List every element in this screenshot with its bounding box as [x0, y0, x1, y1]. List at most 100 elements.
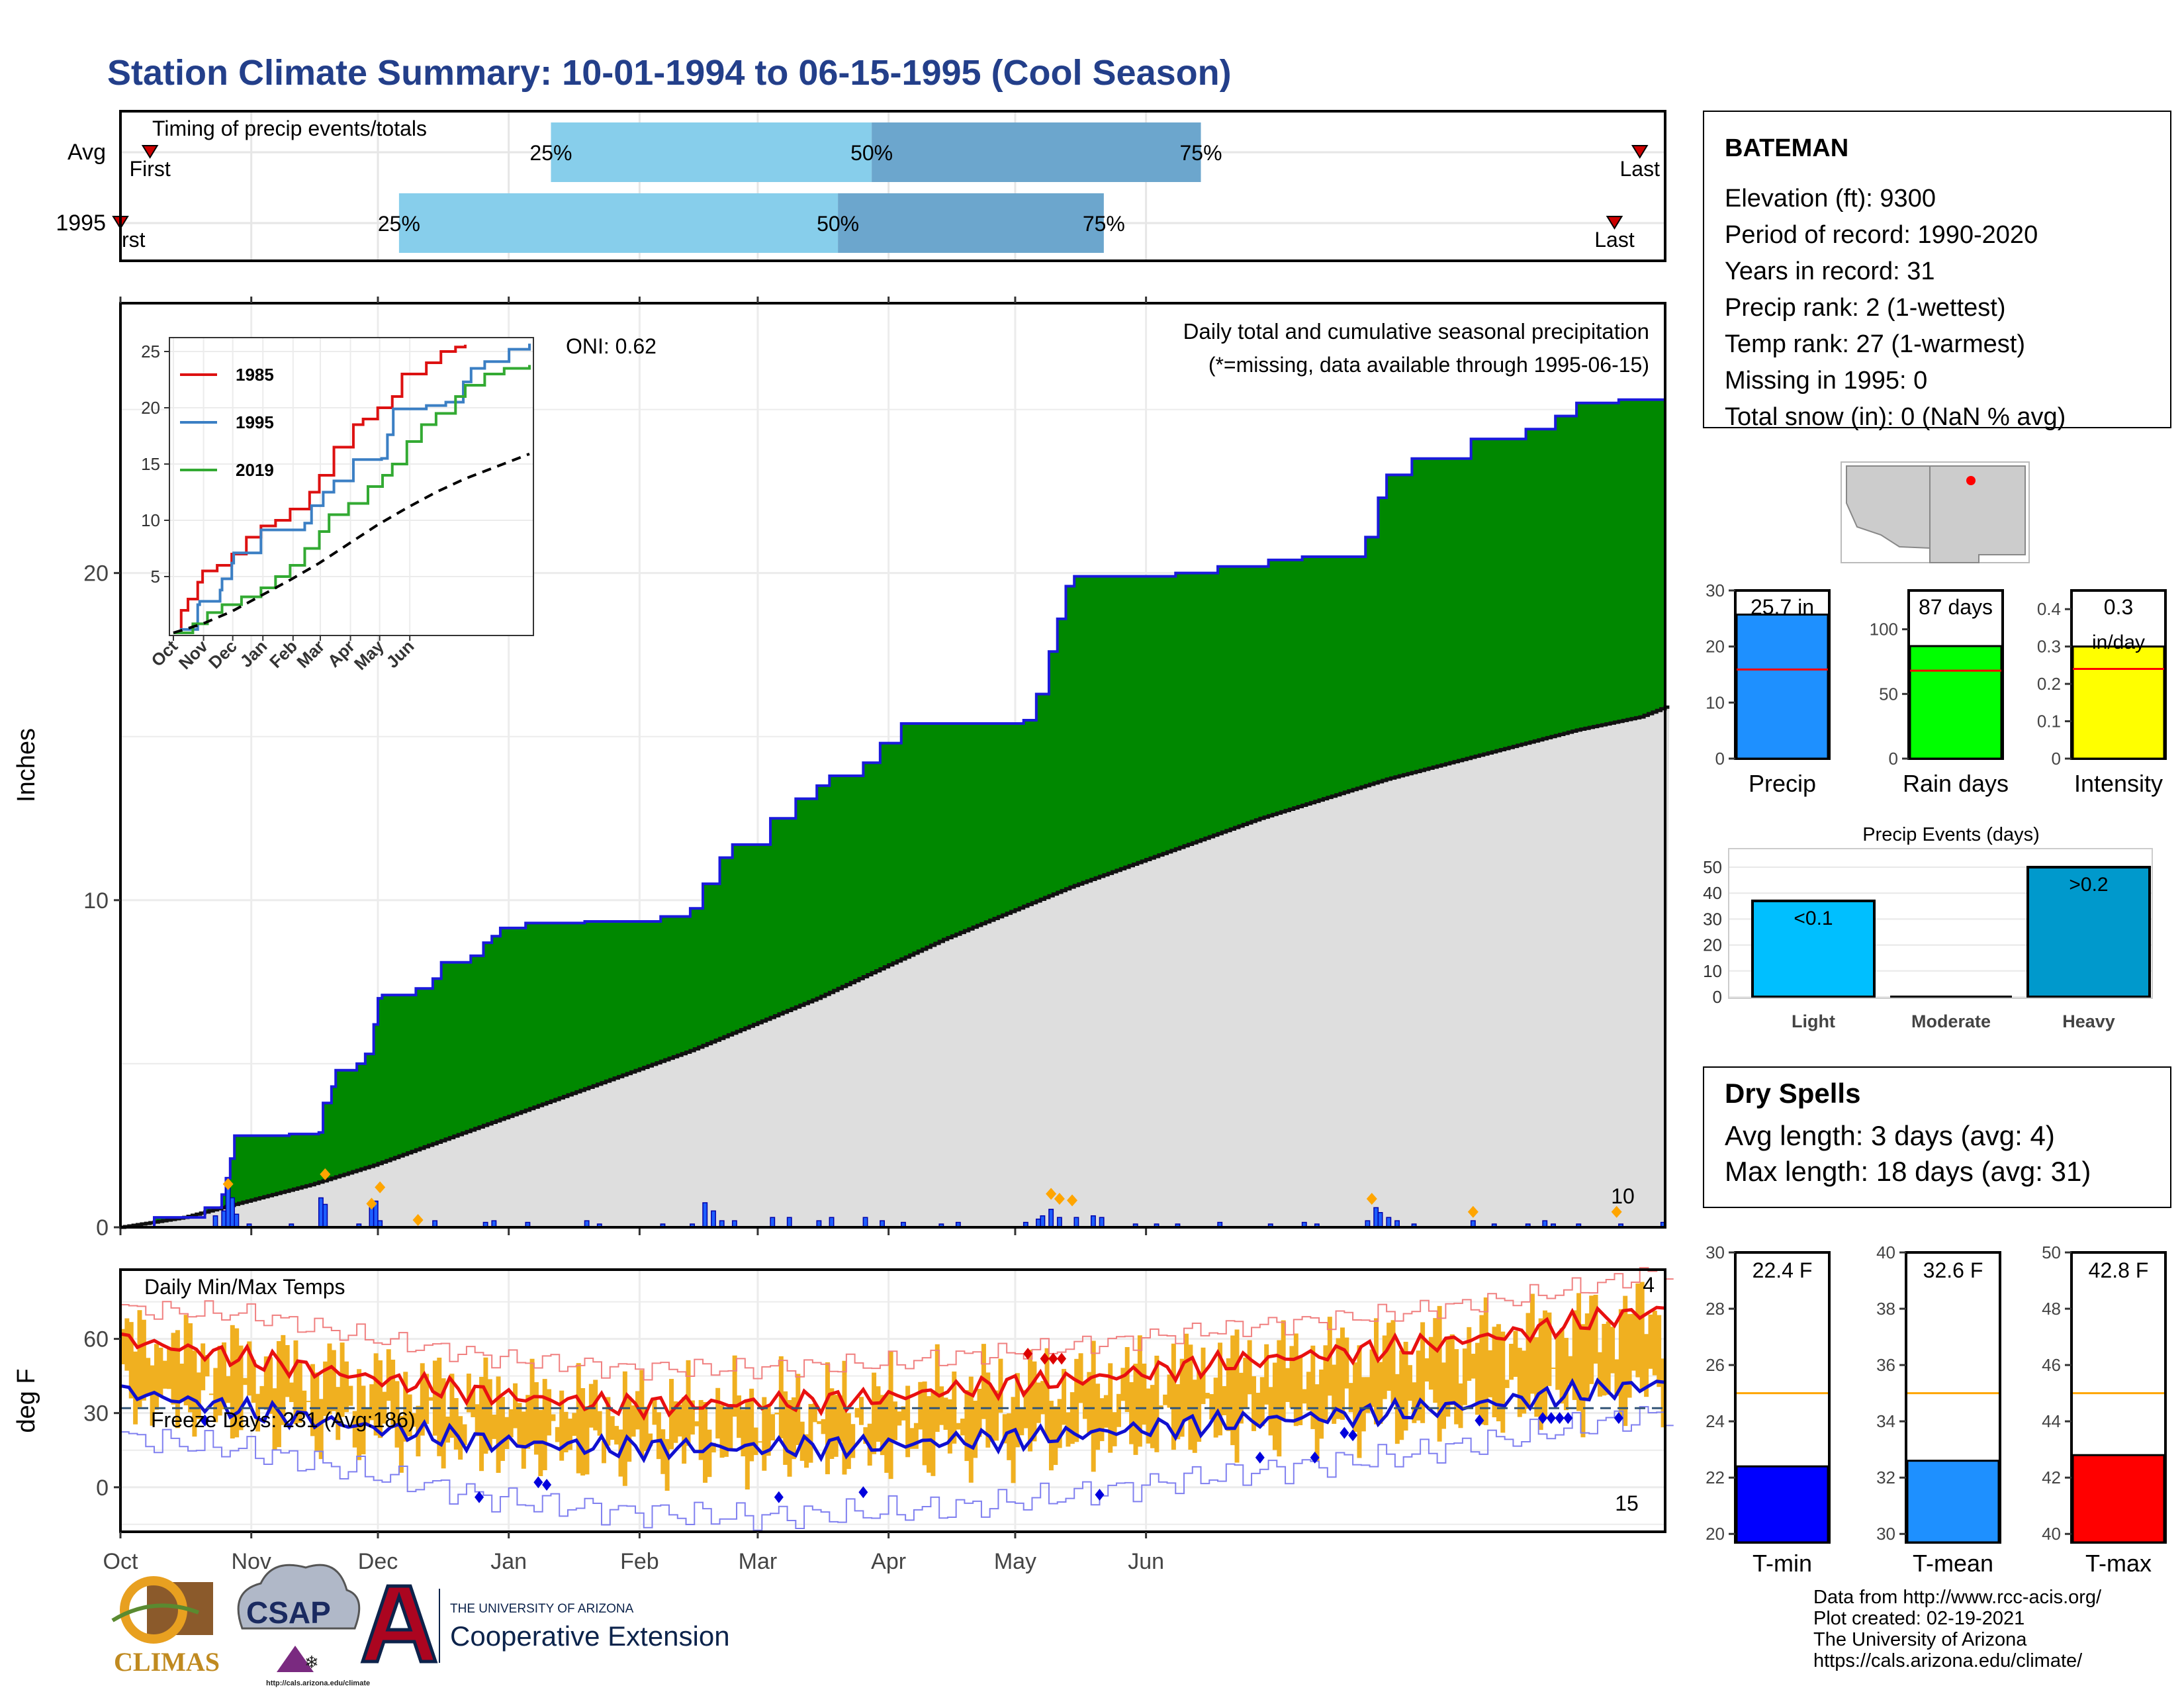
gauge-bar	[1909, 645, 2003, 760]
gauge-ytick-label: 40	[2042, 1524, 2061, 1544]
daily-temp-bar	[863, 1427, 868, 1444]
daily-temp-bar	[1019, 1407, 1024, 1436]
daily-precip-bar	[234, 1213, 240, 1228]
daily-temp-bar	[1597, 1352, 1602, 1397]
map-new-mexico-shape	[1929, 465, 2026, 563]
daily-temp-bar	[804, 1434, 809, 1468]
precip-event-markers	[222, 1168, 1622, 1227]
daily-temp-bar	[120, 1329, 125, 1364]
dry-spells-box: Dry Spells Avg length: 3 days (avg: 4) M…	[1703, 1066, 2171, 1208]
gauge-name-label: Intensity	[2074, 770, 2163, 797]
csap-mountain-icon	[277, 1646, 314, 1672]
precip-event-marker	[1467, 1205, 1479, 1218]
gauge-ytick-label: 0.4	[2037, 599, 2061, 619]
daily-temp-bar	[547, 1389, 552, 1436]
gauge-value-label: 42.8 F	[2089, 1258, 2149, 1282]
daily-temp-bar	[627, 1396, 632, 1462]
daily-temp-bar	[622, 1371, 627, 1486]
daily-temp-bar	[146, 1358, 151, 1395]
daily-temp-bar	[601, 1440, 606, 1464]
daily-temp-bar	[973, 1401, 978, 1458]
gauge-precip: 0 10 20 30 25.7 in Precip	[1706, 581, 1831, 797]
daily-temp-bar	[1614, 1359, 1619, 1396]
daily-temp-bar	[614, 1426, 619, 1445]
daily-temp-bar	[475, 1404, 480, 1436]
inset-legend-label-1995: 1995	[236, 412, 274, 432]
daily-temp-bar	[1302, 1389, 1307, 1404]
daily-temp-bar	[749, 1388, 754, 1462]
daily-temp-bar	[1462, 1348, 1467, 1405]
daily-temp-bar	[1230, 1335, 1236, 1446]
gauge-ytick-label: 50	[2042, 1243, 2061, 1262]
precip-ytick-label: 10	[83, 888, 109, 914]
daily-temp-bar	[1610, 1327, 1615, 1374]
daily-temp-bar	[1340, 1327, 1345, 1420]
temp-gauges: 20 22 24 26 28 30 22.4 F T-min 30 32 34 36 38 40 32.6 …	[1706, 1243, 2167, 1577]
daily-temp-bar	[201, 1343, 206, 1391]
daily-temp-bar	[1373, 1318, 1379, 1425]
dry-spells-max: Max length: 18 days (avg: 31)	[1725, 1156, 2091, 1187]
ua-big-text: Cooperative Extension	[450, 1620, 730, 1652]
temp-x-axis: Oct Nov Dec Jan Feb Mar Apr May Jun	[103, 1532, 1164, 1574]
daily-temp-bar	[960, 1419, 966, 1436]
daily-temp-bar	[1454, 1349, 1459, 1425]
daily-temp-bar	[719, 1405, 725, 1458]
daily-temp-bar	[357, 1369, 362, 1460]
cold-day-marker	[774, 1491, 784, 1503]
timing-bar-q2	[398, 193, 839, 253]
daily-temp-bar	[1500, 1331, 1506, 1433]
timing-bar-q3	[872, 122, 1201, 182]
month-label: Nov	[231, 1549, 271, 1574]
daily-precip-bar	[225, 1187, 231, 1228]
precip-event-marker	[1366, 1192, 1377, 1205]
daily-temp-bar	[167, 1348, 172, 1389]
gauge-intensity: 0 0.1 0.2 0.3 0.4 0.3 in/day Intensity	[2037, 589, 2167, 797]
daily-temp-bar	[1120, 1368, 1126, 1401]
daily-temp-bar	[842, 1360, 847, 1475]
events-bars: <0.1 Light Moderate >0.2 Heavy	[1751, 866, 2151, 1031]
daily-temp-bar	[1475, 1342, 1480, 1415]
csap-logo: CSAP ❄ http://cals.arizona.edu/climate	[237, 1564, 370, 1687]
events-bar-label: <0.1	[1794, 908, 1833, 929]
daily-temp-bar	[1644, 1334, 1649, 1397]
temp-ytick-label: 0	[96, 1476, 109, 1501]
month-label: Mar	[739, 1549, 778, 1574]
station-detail-line: Elevation (ft): 9300	[1725, 185, 1936, 212]
gauge-ytick-label: 0	[1889, 749, 1898, 769]
gauge-name-label: Rain days	[1903, 770, 2009, 797]
daily-temp-bar	[686, 1360, 691, 1446]
daily-temp-bar	[462, 1424, 467, 1446]
daily-temp-bar	[352, 1411, 357, 1448]
daily-temp-bar	[1197, 1371, 1202, 1442]
daily-temp-bar	[1648, 1314, 1653, 1369]
daily-temp-bar	[1534, 1337, 1539, 1417]
timing-pct-label: 25%	[529, 141, 572, 165]
daily-temp-bar	[217, 1346, 222, 1416]
daily-temp-bar	[1264, 1344, 1269, 1405]
daily-temp-bar	[1142, 1363, 1147, 1425]
precip-y-axis-label: Inches	[13, 728, 40, 802]
daily-precip-bar	[369, 1207, 375, 1228]
daily-temp-bar	[947, 1399, 952, 1454]
gauge-value-label: 25.7 in	[1751, 595, 1814, 619]
precip-event-marker	[1067, 1194, 1078, 1207]
daily-temp-bar	[1627, 1314, 1632, 1398]
timing-panel: 25% 50% 75% First Last 25% 50% 75% rst Last Timin…	[56, 110, 1666, 262]
precip-event-marker	[375, 1181, 386, 1194]
cold-day-marker	[1614, 1412, 1623, 1425]
csap-url: http://cals.arizona.edu/climate	[266, 1679, 370, 1687]
daily-temp-bar	[555, 1427, 560, 1442]
daily-temp-bar	[394, 1381, 400, 1448]
daily-temp-bar	[660, 1429, 666, 1474]
daily-temp-bar	[1062, 1368, 1067, 1425]
temp-chart-title: Daily Min/Max Temps	[144, 1275, 345, 1299]
events-category-label: Light	[1792, 1011, 1835, 1031]
daily-temp-bar	[1471, 1354, 1476, 1379]
daily-temp-bar	[133, 1351, 138, 1425]
daily-temp-bar	[1011, 1397, 1016, 1483]
daily-temp-bar	[412, 1413, 416, 1427]
inset-lines	[173, 344, 531, 634]
daily-temp-bar	[1036, 1382, 1041, 1423]
daily-temp-bar	[1069, 1392, 1075, 1444]
